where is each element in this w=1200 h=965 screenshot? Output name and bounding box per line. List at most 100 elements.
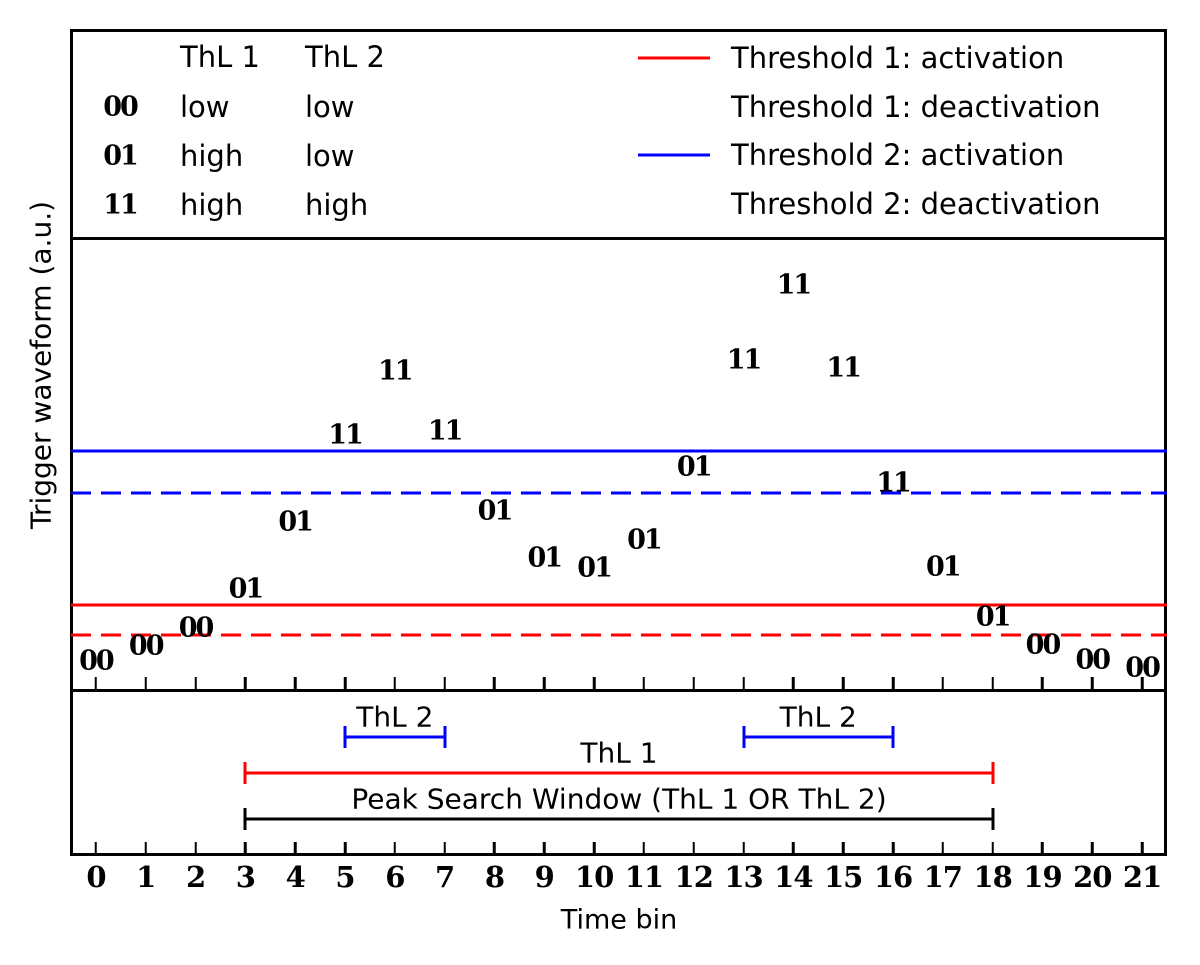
interval-cap: [243, 808, 247, 830]
data-point-label: 01: [926, 551, 962, 583]
x-axis-label: Time bin: [560, 904, 678, 936]
data-point-label: 00: [1075, 644, 1111, 676]
interval-cap: [991, 762, 995, 784]
x-tick-label: 8: [484, 860, 505, 894]
legend-table-thl1: high: [180, 139, 244, 173]
x-tick: [194, 677, 197, 690]
x-tick: [144, 842, 147, 855]
x-tick-label: 13: [724, 860, 763, 894]
data-point-label: 11: [826, 352, 862, 384]
x-tick-label: 17: [923, 860, 963, 894]
x-tick: [891, 842, 895, 855]
data-point-label: 01: [676, 451, 713, 483]
panel-separator: [71, 688, 1167, 692]
interval-cap: [742, 726, 746, 748]
x-tick: [543, 677, 546, 690]
x-tick: [293, 842, 297, 855]
x-tick: [692, 677, 695, 690]
legend-table-code: 01: [103, 140, 139, 172]
x-tick: [841, 677, 845, 690]
threshold-line: [71, 633, 1167, 637]
x-tick-label: 3: [235, 860, 256, 894]
x-tick: [1091, 677, 1094, 690]
x-tick: [891, 677, 895, 690]
x-tick-label: 5: [335, 860, 355, 894]
threshold-line: [71, 603, 1167, 607]
threshold-line: [71, 491, 1167, 495]
x-tick-label: 18: [973, 860, 1012, 894]
interval-cap: [343, 726, 347, 748]
interval-bar: [345, 735, 445, 739]
legend-sample-line: [638, 203, 710, 206]
legend-table-thl2: low: [305, 90, 355, 124]
x-tick: [642, 677, 646, 690]
legend-sample-line: [638, 56, 710, 60]
x-tick-label: 0: [86, 860, 106, 894]
x-tick-label: 9: [534, 860, 555, 894]
x-tick: [792, 677, 795, 690]
x-tick: [1091, 842, 1094, 855]
interval-bar: [743, 735, 893, 739]
interval-cap: [443, 726, 447, 748]
x-tick: [1041, 842, 1044, 855]
x-tick-label: 11: [624, 860, 664, 894]
legend-table-code: 11: [103, 189, 139, 221]
x-tick-label: 19: [1023, 860, 1062, 894]
data-point-label: 11: [378, 355, 414, 387]
data-point-label: 01: [577, 552, 613, 584]
legend-entry-label: Threshold 1: activation: [731, 41, 1065, 75]
legend-table-code: 00: [103, 91, 139, 123]
legend-table-thl2: high: [305, 188, 369, 222]
x-tick: [941, 842, 945, 855]
legend-separator: [71, 236, 1167, 240]
x-tick-label: 1: [136, 860, 156, 894]
x-tick-label: 10: [574, 860, 614, 894]
legend-table-header: ThL 1: [180, 40, 260, 74]
legend-table-thl1: high: [180, 188, 244, 222]
data-point-label: 00: [79, 645, 115, 677]
x-tick: [443, 677, 446, 690]
x-tick: [244, 677, 247, 690]
x-tick: [742, 842, 745, 855]
legend-table-thl2: low: [305, 139, 355, 173]
data-point-label: 01: [278, 506, 314, 538]
x-tick: [393, 842, 397, 855]
x-tick: [1140, 842, 1144, 855]
data-point-label: 00: [128, 630, 165, 662]
data-point-label: 11: [776, 269, 813, 301]
x-tick-label: 16: [873, 860, 913, 894]
x-tick-label: 15: [823, 860, 863, 894]
x-tick: [692, 842, 695, 855]
x-tick: [543, 842, 546, 855]
legend-entry-label: Threshold 2: activation: [731, 138, 1065, 172]
x-tick: [244, 842, 247, 855]
data-point-label: 01: [975, 601, 1012, 633]
x-tick: [592, 842, 596, 855]
x-tick: [991, 842, 994, 855]
x-tick: [493, 677, 496, 690]
data-point-label: 00: [178, 612, 215, 644]
x-tick: [1140, 677, 1144, 690]
data-point-label: 00: [1025, 629, 1062, 661]
data-point-label: 01: [228, 573, 265, 605]
x-tick-label: 12: [674, 860, 714, 894]
x-tick: [1041, 677, 1044, 690]
interval-label: ThL 2: [779, 700, 857, 734]
x-tick-label: 4: [285, 860, 306, 894]
x-tick-label: 14: [774, 860, 813, 894]
legend-entry-label: Threshold 1: deactivation: [731, 90, 1101, 124]
x-tick-label: 2: [185, 860, 206, 894]
x-tick: [792, 842, 795, 855]
x-tick: [592, 677, 596, 690]
x-tick: [393, 677, 397, 690]
x-tick: [293, 677, 297, 690]
threshold-line: [71, 449, 1167, 453]
x-tick: [941, 677, 945, 690]
data-point-label: 11: [427, 415, 464, 447]
legend-table-header: ThL 2: [305, 40, 385, 74]
data-point-label: 11: [876, 467, 912, 499]
x-tick: [343, 842, 347, 855]
x-tick: [991, 677, 994, 690]
x-tick-label: 6: [385, 860, 405, 894]
